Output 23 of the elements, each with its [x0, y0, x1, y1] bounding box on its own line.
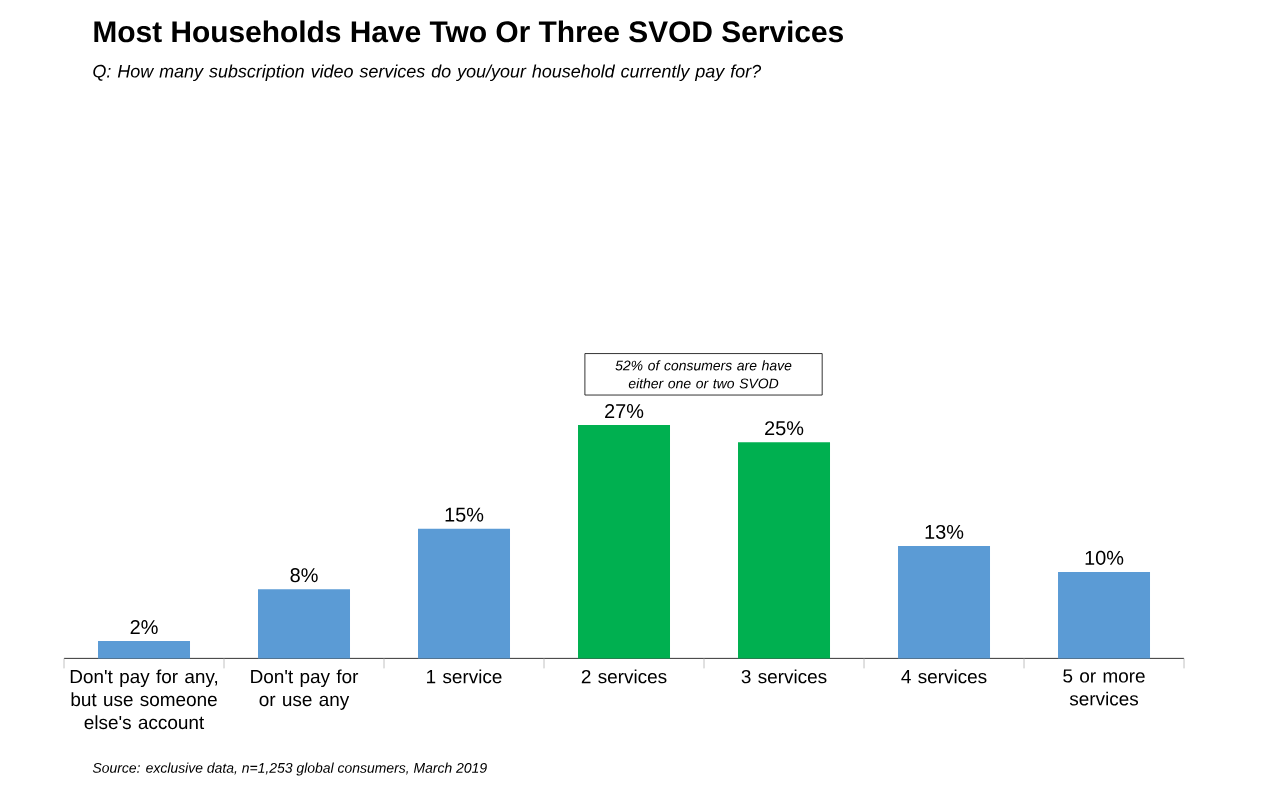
x-tick-label: 2 services [581, 669, 667, 684]
bar [578, 425, 671, 659]
bar [98, 641, 191, 659]
chart-subtitle: Q: How many subscription video services do you/your household currently pay for? [93, 64, 762, 82]
data-label: 25% [765, 421, 804, 436]
x-tick-label: 1 service [427, 669, 502, 684]
bar [418, 528, 511, 659]
data-label: 2% [130, 620, 158, 635]
x-tick-label: 5 or more services [1063, 669, 1145, 706]
bar [258, 589, 351, 659]
x-tick-label: 4 services [901, 669, 987, 684]
data-label: 13% [925, 524, 964, 539]
bar [1058, 571, 1151, 659]
x-tick-label: 3 services [741, 669, 827, 684]
chart-title: Most Households Have Two Or Three SVOD Services [94, 20, 843, 43]
bar [898, 546, 991, 659]
data-label: 8% [290, 568, 318, 583]
data-label: 10% [1085, 550, 1124, 565]
bar [738, 442, 831, 659]
data-label: 15% [445, 507, 484, 522]
x-tick-label: Don't pay for or use any [251, 669, 359, 710]
data-label: 27% [605, 403, 644, 419]
x-tick-label: Don't pay for any, but use someone else's account [70, 669, 218, 730]
